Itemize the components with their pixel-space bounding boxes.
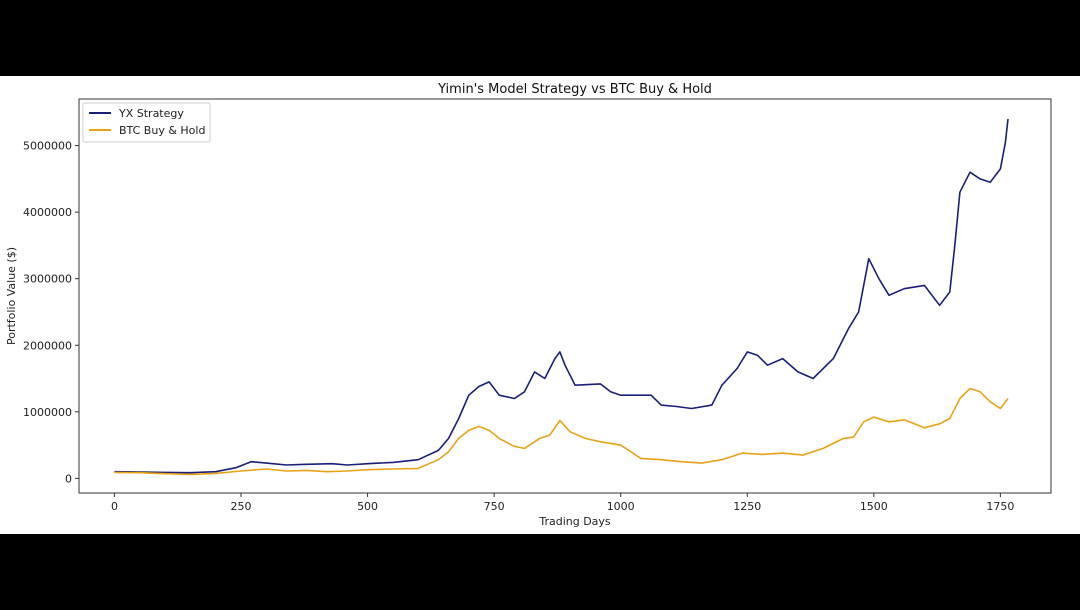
plot-area [78, 98, 1052, 494]
legend-label-btc-buy-hold: BTC Buy & Hold [119, 124, 205, 137]
chart-figure: Yimin's Model Strategy vs BTC Buy & Hold… [0, 76, 1080, 534]
x-tick-label: 1750 [986, 500, 1014, 513]
x-tick-label: 750 [484, 500, 505, 513]
axis-ticks: 0 250 500 750 1000 1250 1500 1750 0 1000000 200000… [23, 140, 1014, 513]
line-chart: Yimin's Model Strategy vs BTC Buy & Hold… [5, 82, 1052, 528]
series-line-yx-strategy [114, 118, 1009, 474]
chart-title: Yimin's Model Strategy vs BTC Buy & Hold [437, 82, 712, 97]
y-axis-label: Portfolio Value ($) [5, 247, 18, 345]
x-tick-label: 250 [231, 500, 252, 513]
y-tick-label: 1000000 [23, 406, 72, 419]
legend: YX Strategy BTC Buy & Hold [82, 102, 211, 143]
x-tick-label: 500 [357, 500, 378, 513]
x-tick-label: 1250 [733, 500, 761, 513]
series-lines [114, 118, 1009, 476]
y-tick-label: 2000000 [23, 339, 72, 352]
legend-label-yx-strategy: YX Strategy [118, 107, 184, 120]
x-tick-label: 0 [111, 500, 118, 513]
series-line-btc-buy-hold [114, 387, 1009, 476]
y-tick-label: 0 [65, 472, 72, 485]
x-axis-label: Trading Days [538, 515, 611, 528]
y-tick-label: 3000000 [23, 273, 72, 286]
y-tick-label: 4000000 [23, 206, 72, 219]
x-tick-label: 1000 [607, 500, 635, 513]
x-tick-label: 1500 [860, 500, 888, 513]
y-tick-label: 5000000 [23, 140, 72, 153]
